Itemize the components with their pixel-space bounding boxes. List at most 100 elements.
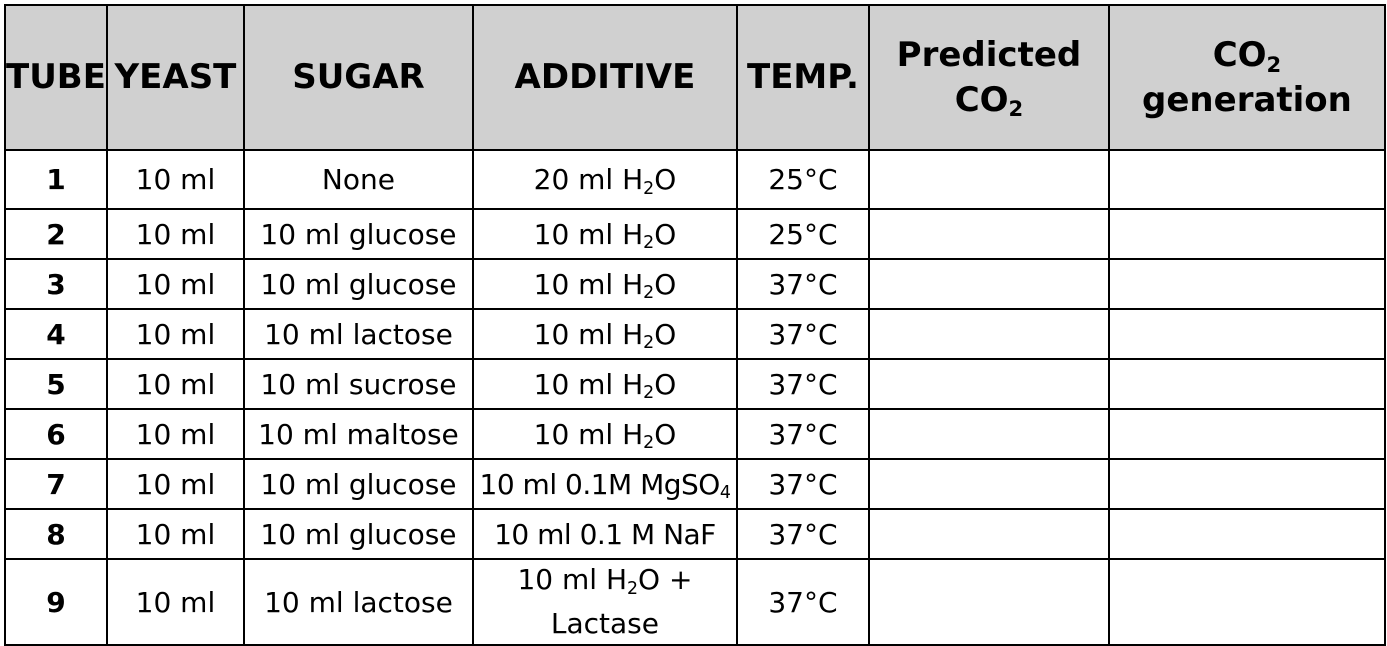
- sugar-cell: 10 ml maltose: [242, 408, 474, 460]
- yeast-cell: 10 ml: [105, 358, 245, 410]
- predicted-co2-cell: [867, 258, 1110, 310]
- table-body: 1 10 ml None 20 ml H2O 25°C 2 10 ml 10 ml gluco…: [4, 149, 1386, 646]
- header-co2-generation: CO2 generation: [1107, 4, 1386, 151]
- tube-number-cell: 1: [4, 149, 108, 210]
- table-row: 6 10 ml 10 ml maltose 10 ml H2O 37°C: [4, 408, 1386, 460]
- sugar-cell: 10 ml glucose: [242, 208, 474, 260]
- table-row: 9 10 ml 10 ml lactose 10 ml H2O + Lactase 37°…: [4, 558, 1386, 646]
- additive-text-main: 10 ml H: [533, 317, 644, 351]
- temp-cell: 37°C: [735, 558, 870, 646]
- additive-text-main: 10 ml H: [533, 267, 644, 301]
- tube-number-cell: 9: [4, 558, 108, 646]
- additive-text-main: 10 ml 0.1M MgSO: [479, 467, 721, 501]
- co2-generation-cell: [1107, 308, 1386, 360]
- temp-cell: 37°C: [735, 308, 870, 360]
- additive-text: 10 ml H2O: [534, 367, 677, 404]
- sugar-cell: 10 ml sucrose: [242, 358, 474, 410]
- header-predicted-line2: CO2: [871, 78, 1107, 122]
- temp-cell: 37°C: [735, 458, 870, 510]
- sugar-cell: 10 ml lactose: [242, 308, 474, 360]
- additive-text-suffix: O: [654, 267, 677, 301]
- temp-cell: 25°C: [735, 208, 870, 260]
- tube-number-cell: 2: [4, 208, 108, 260]
- header-sugar: SUGAR: [242, 4, 474, 151]
- sugar-cell: 10 ml lactose: [242, 558, 474, 646]
- table-row: 2 10 ml 10 ml glucose 10 ml H2O 25°C: [4, 208, 1386, 260]
- yeast-cell: 10 ml: [105, 258, 245, 310]
- header-row: TUBE YEAST SUGAR ADDITIVE TEMP. Predicte…: [4, 4, 1386, 151]
- additive-cell: 10 ml H2O: [471, 308, 738, 360]
- temp-cell: 25°C: [735, 149, 870, 210]
- additive-text-suffix: O +: [638, 563, 693, 596]
- additive-text: 10 ml H2O: [533, 217, 677, 254]
- additive-text: 10 ml 0.1 M NaF: [494, 518, 716, 551]
- table-row: 3 10 ml 10 ml glucose 10 ml H2O 37°C: [4, 258, 1386, 310]
- temp-cell: 37°C: [735, 258, 870, 310]
- co2-generation-cell: [1107, 508, 1386, 560]
- co2-generation-cell: [1107, 258, 1386, 310]
- additive-text-line2: Lactase: [550, 607, 659, 640]
- additive-text-main: 10 ml H: [533, 217, 644, 251]
- yeast-cell: 10 ml: [105, 408, 245, 460]
- co2-generation-cell: [1107, 208, 1386, 260]
- tube-number-cell: 3: [4, 258, 108, 310]
- predicted-co2-cell: [867, 308, 1110, 360]
- header-tube: TUBE: [4, 4, 108, 151]
- yeast-cell: 10 ml: [105, 149, 245, 210]
- predicted-co2-cell: [867, 458, 1110, 510]
- sugar-cell: 10 ml glucose: [242, 458, 474, 510]
- additive-text: 10 ml H2O: [533, 317, 677, 354]
- header-predicted-co: CO: [954, 79, 1009, 120]
- additive-subscript: 2: [643, 233, 655, 254]
- tube-number-cell: 8: [4, 508, 108, 560]
- additive-text-main: 10 ml H: [533, 417, 644, 451]
- additive-text: 10 ml H2O: [533, 267, 677, 304]
- additive-text-main: 10 ml H: [517, 563, 627, 596]
- yeast-cell: 10 ml: [105, 558, 245, 646]
- co2-generation-cell: [1107, 149, 1386, 210]
- additive-cell: 20 ml H2O: [471, 149, 738, 210]
- header-generation-line2: generation: [1142, 79, 1352, 120]
- predicted-co2-cell: [867, 208, 1110, 260]
- additive-text-suffix: O: [654, 417, 677, 451]
- additive-subscript: 2: [643, 433, 655, 454]
- additive-subscript: 2: [643, 283, 655, 304]
- additive-text-suffix: O: [654, 163, 677, 196]
- predicted-co2-cell: [867, 558, 1110, 646]
- additive-text-suffix: O: [654, 367, 677, 401]
- co2-generation-cell: [1107, 458, 1386, 510]
- header-yeast: YEAST: [105, 4, 245, 151]
- sugar-cell: 10 ml glucose: [242, 508, 474, 560]
- additive-cell: 10 ml H2O: [471, 208, 738, 260]
- table-row: 4 10 ml 10 ml lactose 10 ml H2O 37°C: [4, 308, 1386, 360]
- additive-subscript: 2: [643, 333, 655, 354]
- header-predicted-subscript: 2: [1008, 96, 1024, 122]
- additive-text: 10 ml H2O + Lactase: [475, 561, 735, 643]
- temp-cell: 37°C: [735, 358, 870, 410]
- yeast-cell: 10 ml: [105, 308, 245, 360]
- header-generation-co: CO: [1212, 35, 1267, 76]
- additive-subscript: 2: [643, 383, 655, 404]
- header-predicted-line1: Predicted: [896, 35, 1082, 76]
- experiment-table: TUBE YEAST SUGAR ADDITIVE TEMP. Predicte…: [4, 4, 1386, 646]
- additive-text: 20 ml H2O: [533, 163, 677, 199]
- additive-subscript: 2: [627, 578, 639, 599]
- additive-text: 10 ml 0.1M MgSO4: [479, 467, 731, 504]
- co2-generation-cell: [1107, 558, 1386, 646]
- header-generation-line1: CO2: [1111, 33, 1383, 77]
- tube-number-cell: 7: [4, 458, 108, 510]
- table-row: 7 10 ml 10 ml glucose 10 ml 0.1M MgSO4 37°C: [4, 458, 1386, 510]
- additive-text-suffix: O: [654, 217, 677, 251]
- tube-number-cell: 5: [4, 358, 108, 410]
- predicted-co2-cell: [867, 508, 1110, 560]
- sugar-cell: 10 ml glucose: [242, 258, 474, 310]
- additive-subscript: 2: [643, 178, 655, 199]
- additive-text-main: 20 ml H: [533, 163, 644, 196]
- additive-cell: 10 ml H2O + Lactase: [471, 558, 738, 646]
- additive-cell: 10 ml H2O: [471, 258, 738, 310]
- additive-cell: 10 ml 0.1M MgSO4: [471, 458, 738, 510]
- co2-generation-cell: [1107, 408, 1386, 460]
- co2-generation-cell: [1107, 358, 1386, 410]
- additive-text: 10 ml H2O: [533, 417, 677, 454]
- predicted-co2-cell: [867, 408, 1110, 460]
